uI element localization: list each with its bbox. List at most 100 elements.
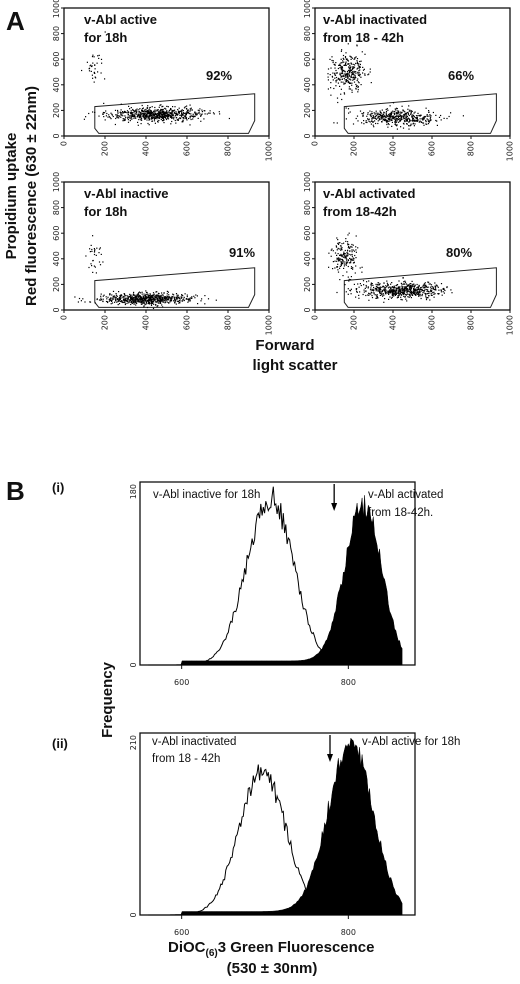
data-point (394, 294, 396, 296)
x-tick-label: 400 (389, 141, 398, 156)
data-point (348, 67, 350, 69)
data-point (131, 118, 133, 120)
data-point (378, 287, 380, 289)
data-point (406, 291, 408, 293)
data-point (152, 117, 154, 120)
data-point (399, 289, 401, 291)
data-point (149, 109, 151, 111)
data-point (346, 253, 348, 255)
data-point (157, 305, 159, 307)
data-point (332, 60, 334, 62)
data-point (148, 303, 150, 305)
data-point (146, 116, 148, 118)
data-point (157, 112, 159, 114)
data-point (379, 292, 381, 294)
data-point (347, 244, 349, 246)
data-point (343, 83, 345, 85)
data-point (157, 120, 159, 122)
data-point (392, 290, 394, 292)
data-point (347, 234, 349, 236)
data-point (391, 294, 393, 297)
data-point (185, 116, 187, 118)
histogram-ii: (ii) v-Abl inactivated from 18 - 42h v-A… (52, 732, 460, 937)
data-point (154, 111, 156, 113)
data-point (406, 300, 408, 302)
data-point (154, 122, 156, 124)
data-point (122, 297, 124, 299)
data-point (335, 80, 337, 82)
data-point (104, 31, 106, 33)
data-point (383, 112, 385, 114)
data-point (161, 110, 164, 112)
data-point (168, 116, 170, 118)
data-point (144, 113, 146, 115)
data-point (128, 105, 130, 107)
data-point (348, 243, 350, 246)
data-point (400, 126, 402, 128)
data-point (422, 122, 425, 124)
data-point (98, 299, 101, 301)
data-point (434, 287, 437, 289)
data-point (150, 304, 153, 306)
data-point (96, 298, 98, 301)
data-point (366, 281, 368, 283)
data-point (89, 301, 92, 303)
data-point (400, 288, 402, 290)
data-point (346, 70, 349, 73)
data-point (138, 292, 140, 294)
scatter-label-line2: for 18h (84, 30, 127, 45)
data-point (342, 60, 344, 62)
data-point (331, 76, 334, 78)
data-point (97, 55, 99, 57)
data-point (395, 285, 397, 287)
data-point (372, 115, 375, 117)
data-point (179, 298, 181, 300)
data-point (95, 272, 97, 274)
data-point (204, 303, 206, 305)
data-point (400, 298, 402, 301)
data-point (409, 125, 411, 127)
data-point (353, 81, 356, 83)
data-point (141, 117, 143, 119)
data-point (355, 257, 357, 259)
data-point (201, 109, 203, 111)
data-point (426, 297, 428, 299)
data-point (124, 303, 126, 306)
data-point (344, 73, 347, 75)
data-point (124, 295, 126, 297)
data-point (434, 286, 437, 288)
data-point (400, 296, 402, 298)
data-point (412, 285, 414, 287)
data-point (387, 283, 389, 286)
data-point (146, 107, 148, 110)
data-point (393, 285, 395, 287)
data-point (353, 72, 355, 74)
data-point (393, 289, 395, 291)
data-point (384, 118, 387, 120)
scatter-plot-inactivated-18-42h: v-Abl inactivated from 18 - 42h 66% 0 200… (303, 0, 515, 161)
data-point (349, 55, 351, 57)
data-point (130, 118, 132, 120)
data-point (352, 63, 354, 65)
data-point (209, 110, 211, 112)
data-point (166, 110, 168, 112)
data-point (341, 62, 343, 64)
data-point (370, 289, 373, 291)
data-point (364, 74, 366, 76)
data-point (353, 66, 356, 68)
data-point (355, 87, 357, 89)
data-point (396, 292, 398, 294)
x-tick-label: 0 (311, 141, 320, 146)
data-point (142, 113, 144, 115)
data-point (135, 296, 137, 298)
data-point (132, 108, 134, 111)
data-point (126, 299, 128, 301)
open-histogram (148, 486, 403, 666)
data-point (343, 251, 345, 253)
panel-b-letter: B (6, 476, 25, 506)
data-point (390, 292, 392, 294)
data-point (144, 299, 147, 301)
data-point (151, 113, 153, 115)
data-point (198, 110, 200, 112)
data-point (355, 117, 357, 120)
